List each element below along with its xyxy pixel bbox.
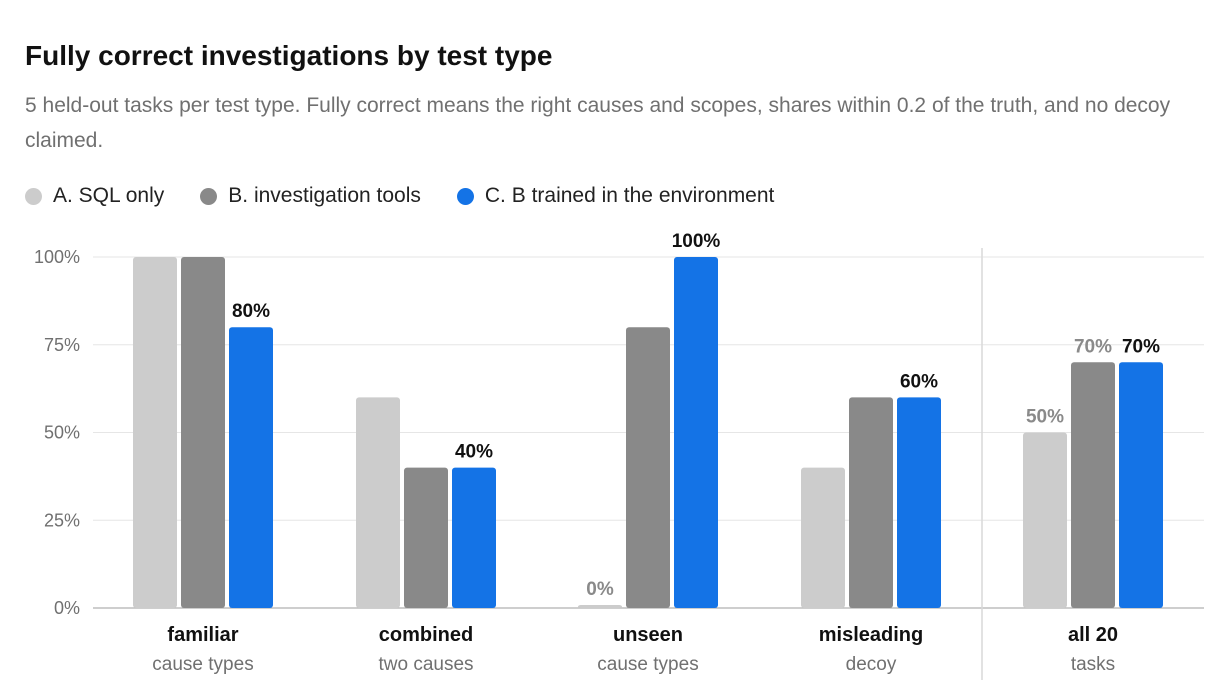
y-tick-label: 75% [44,335,80,355]
x-tick-label: combined [379,624,473,646]
x-tick-sublabel: cause types [597,654,698,675]
bar [452,467,496,608]
bar [181,257,225,608]
bar [626,327,670,608]
data-label: 80% [232,301,270,322]
bar [849,397,893,608]
legend-label-b: B. investigation tools [228,184,421,207]
x-tick-label: misleading [819,624,923,646]
x-tick-label: unseen [613,624,683,646]
bar [133,257,177,608]
legend-swatch-a [25,187,42,205]
y-tick-label: 100% [34,247,80,267]
y-tick-label: 25% [44,510,80,530]
bar [1023,432,1067,608]
data-label: 60% [900,371,938,392]
bar [578,605,622,608]
y-tick-label: 0% [54,598,80,618]
chart-subtitle: 5 held-out tasks per test type. Fully co… [25,94,1171,152]
x-tick-sublabel: tasks [1071,654,1115,675]
legend-label-a: A. SQL only [53,184,165,207]
bar [897,397,941,608]
data-label: 50% [1026,407,1064,428]
bar [1119,362,1163,608]
data-label: 100% [672,231,721,252]
bar [404,467,448,608]
chart-title: Fully correct investigations by test typ… [25,40,553,71]
x-tick-sublabel: two causes [378,654,473,675]
legend-item-c: C. B trained in the environment [456,184,775,208]
x-tick-label: familiar [167,624,238,646]
x-tick-label: all 20 [1068,624,1118,646]
y-tick-label: 50% [44,423,80,443]
bar [674,257,718,608]
data-label: 70% [1122,336,1160,357]
legend-item-a: A. SQL only [25,184,164,208]
chart-legend: A. SQL only B. investigation tools C. B … [25,184,810,208]
x-tick-sublabel: cause types [152,654,253,675]
bar [1071,362,1115,608]
data-label: 40% [455,442,493,463]
legend-swatch-c [456,187,474,205]
x-tick-sublabel: decoy [846,654,897,675]
data-label: 0% [586,579,614,600]
bar [801,467,845,608]
legend-item-b: B. investigation tools [200,184,421,208]
data-label: 70% [1074,336,1112,357]
bar [356,397,400,608]
bar [229,327,273,608]
legend-label-c: C. B trained in the environment [484,184,775,207]
legend-swatch-b [200,187,218,205]
